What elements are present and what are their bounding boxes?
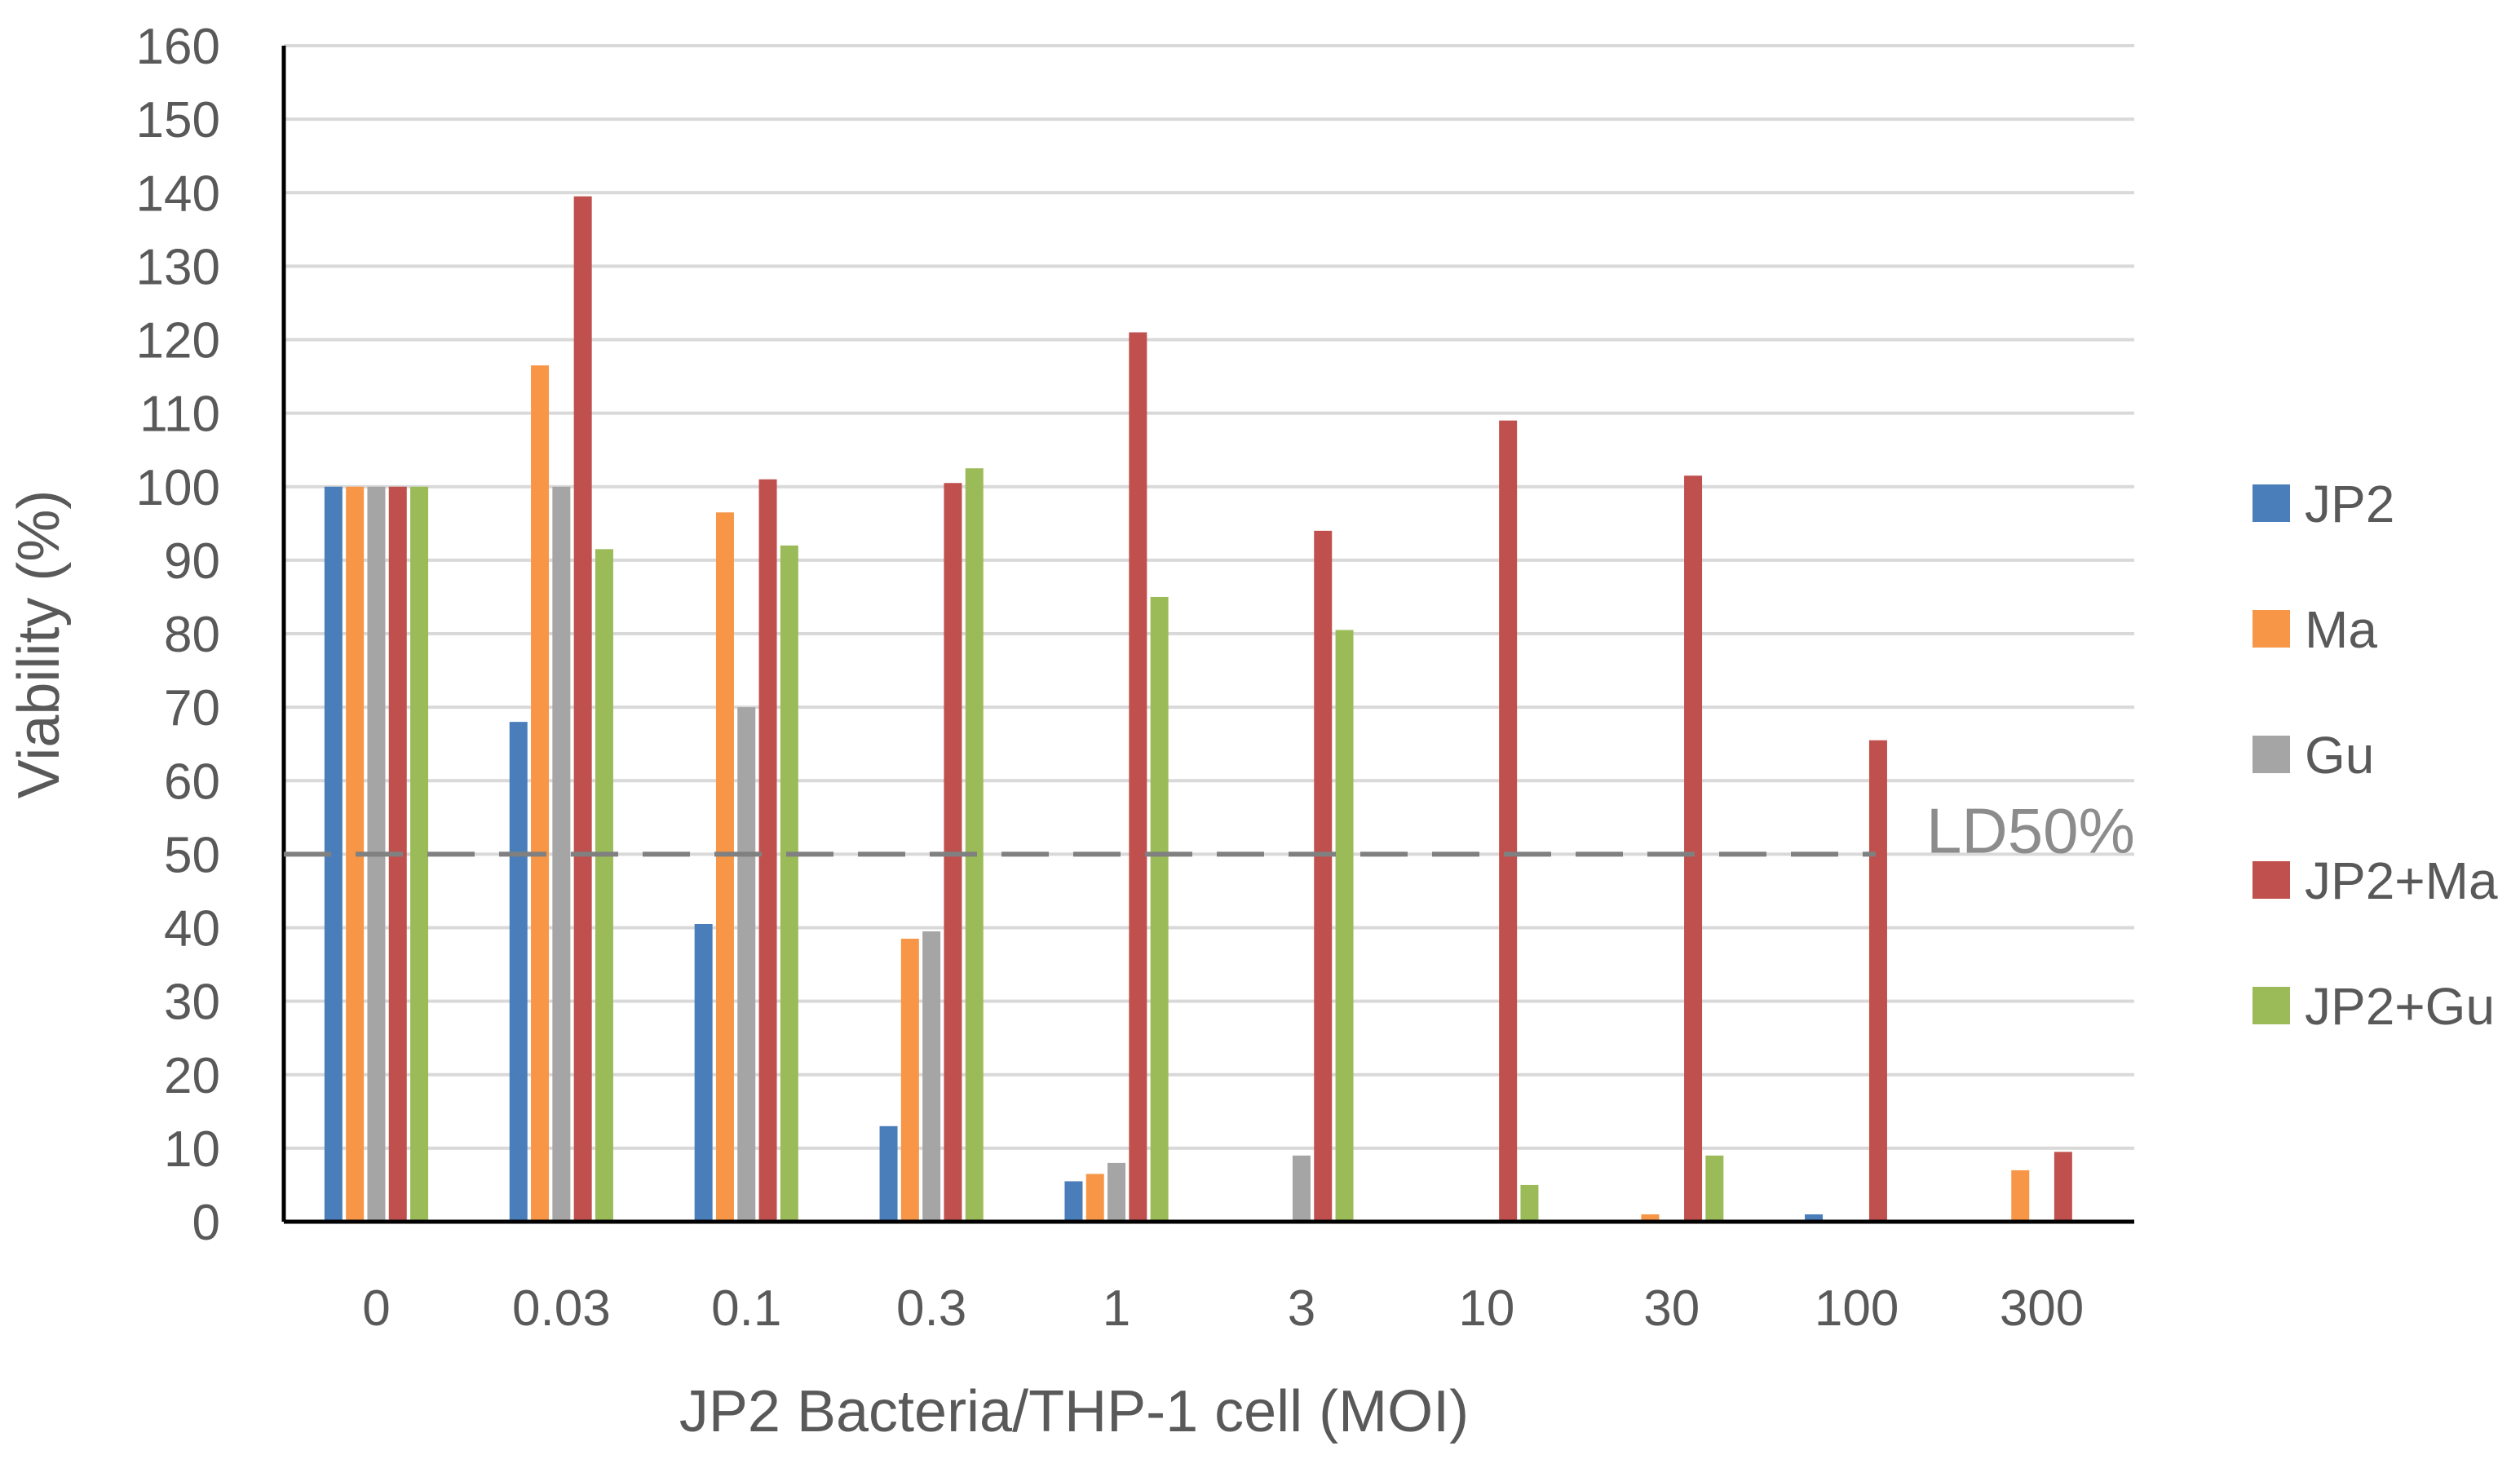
x-axis-title: JP2 Bacteria/THP-1 cell (MOI) bbox=[679, 1379, 1469, 1444]
bar-ma-30 bbox=[1641, 1214, 1660, 1222]
legend-label: Gu bbox=[2305, 726, 2374, 785]
x-tick-label: 0.3 bbox=[896, 1280, 966, 1337]
bar-jp2-ma-100 bbox=[1868, 740, 1887, 1222]
y-tick-labels: 0 10 20 30 40 50 60 70 80 90 100 110 120 130 140 150 160 bbox=[136, 19, 220, 1251]
y-tick-label: 160 bbox=[136, 19, 220, 75]
axes bbox=[281, 46, 2134, 1224]
y-tick-label: 40 bbox=[164, 901, 220, 957]
y-tick-label: 130 bbox=[136, 239, 220, 295]
bar-gu-0-3 bbox=[922, 931, 941, 1222]
bar-jp2-0 bbox=[324, 486, 343, 1222]
legend-swatch bbox=[2253, 736, 2290, 773]
y-tick-label: 20 bbox=[164, 1048, 220, 1104]
x-tick-label: 300 bbox=[2000, 1280, 2084, 1337]
bars bbox=[324, 196, 2072, 1223]
bar-jp2-ma-10 bbox=[1499, 420, 1518, 1222]
y-tick-label: 10 bbox=[164, 1121, 220, 1178]
y-tick-label: 80 bbox=[164, 607, 220, 663]
reference-line-group: LD50% bbox=[284, 794, 2135, 866]
x-tick-label: 3 bbox=[1288, 1280, 1315, 1337]
y-tick-label: 140 bbox=[136, 166, 220, 222]
bar-jp2-ma-3 bbox=[1314, 530, 1333, 1222]
legend-label: JP2+Gu bbox=[2305, 977, 2495, 1036]
bar-ma-0-03 bbox=[531, 365, 550, 1223]
legend-swatch bbox=[2253, 484, 2290, 522]
bar-ma-0-1 bbox=[715, 512, 734, 1222]
bar-jp2-gu-10 bbox=[1520, 1184, 1539, 1222]
bar-gu-3 bbox=[1292, 1155, 1311, 1222]
gridlines bbox=[284, 44, 2134, 1150]
bar-gu-0-1 bbox=[737, 707, 756, 1222]
legend-swatch bbox=[2253, 610, 2290, 648]
bar-gu-1 bbox=[1107, 1162, 1126, 1222]
y-axis-title: Viability (%) bbox=[7, 490, 72, 799]
x-tick-label: 1 bbox=[1103, 1280, 1130, 1337]
bar-jp2-gu-0-1 bbox=[780, 545, 798, 1222]
bar-ma-0 bbox=[346, 486, 365, 1222]
x-tick-labels: 0 0.03 0.1 0.3 1 3 10 30 100 300 bbox=[362, 1280, 2084, 1337]
x-tick-label: 0.03 bbox=[512, 1280, 611, 1337]
bar-ma-0-3 bbox=[900, 939, 919, 1222]
x-tick-label: 0 bbox=[362, 1280, 390, 1337]
bar-ma-1 bbox=[1085, 1174, 1104, 1222]
y-tick-label: 70 bbox=[164, 680, 220, 736]
y-tick-label: 110 bbox=[139, 387, 220, 443]
y-tick-label: 30 bbox=[164, 975, 220, 1031]
bar-jp2-gu-0-03 bbox=[595, 549, 613, 1222]
x-tick-label: 10 bbox=[1458, 1280, 1514, 1337]
bar-jp2-gu-1 bbox=[1150, 596, 1169, 1222]
bar-jp2-ma-300 bbox=[2054, 1152, 2072, 1222]
x-tick-label: 0.1 bbox=[711, 1280, 781, 1337]
bar-jp2-gu-0 bbox=[410, 486, 429, 1222]
ld50-label: LD50% bbox=[1926, 794, 2135, 866]
bar-jp2-1 bbox=[1064, 1181, 1083, 1222]
bar-jp2-0-03 bbox=[509, 722, 528, 1222]
legend-label: Ma bbox=[2305, 600, 2377, 659]
bar-jp2-gu-3 bbox=[1335, 630, 1354, 1222]
bar-jp2-ma-1 bbox=[1129, 332, 1147, 1222]
bar-jp2-gu-30 bbox=[1705, 1155, 1724, 1222]
bar-jp2-0-3 bbox=[879, 1125, 898, 1222]
y-tick-label: 60 bbox=[164, 754, 220, 810]
y-tick-label: 120 bbox=[136, 313, 220, 369]
x-tick-label: 100 bbox=[1815, 1280, 1899, 1337]
bar-jp2-ma-30 bbox=[1684, 475, 1703, 1222]
legend-swatch bbox=[2253, 987, 2290, 1024]
legend-label: JP2 bbox=[2305, 475, 2394, 533]
x-tick-label: 30 bbox=[1643, 1280, 1700, 1337]
y-tick-label: 50 bbox=[164, 827, 220, 883]
bar-jp2-ma-0-1 bbox=[758, 479, 777, 1222]
bar-jp2-100 bbox=[1805, 1214, 1824, 1222]
legend-swatch bbox=[2253, 861, 2290, 899]
y-tick-label: 150 bbox=[136, 92, 220, 148]
bar-jp2-0-1 bbox=[694, 923, 713, 1222]
y-tick-label: 0 bbox=[192, 1195, 220, 1251]
legend-label: JP2+Ma bbox=[2305, 851, 2498, 910]
bar-ma-300 bbox=[2011, 1170, 2030, 1222]
y-tick-label: 100 bbox=[136, 460, 220, 516]
bar-gu-0-03 bbox=[552, 486, 571, 1222]
bar-jp2-ma-0-03 bbox=[573, 196, 592, 1223]
y-tick-label: 90 bbox=[164, 533, 220, 590]
bar-jp2-gu-0-3 bbox=[965, 468, 984, 1222]
legend: JP2 Ma Gu JP2+Ma JP2+Gu bbox=[2253, 475, 2498, 1036]
